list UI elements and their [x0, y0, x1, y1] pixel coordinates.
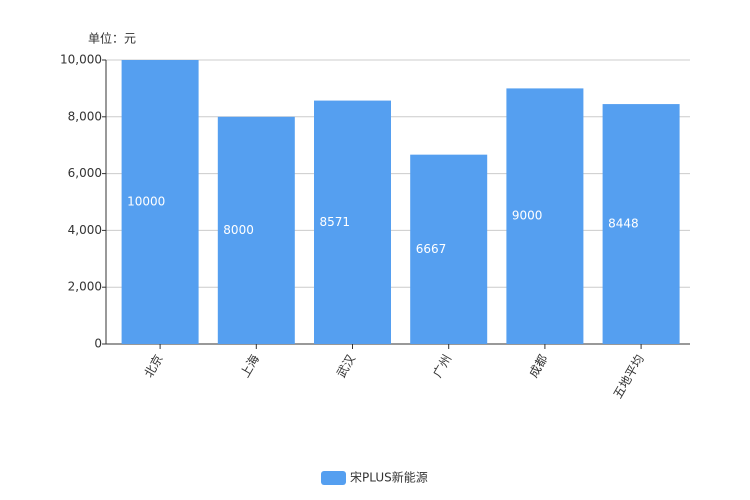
- x-tick-label: 广州: [430, 352, 454, 380]
- bar: [314, 100, 391, 344]
- x-tick-label: 武汉: [334, 352, 358, 380]
- y-tick-label: 8,000: [68, 109, 102, 123]
- y-tick-label: 2,000: [68, 280, 102, 294]
- bar: [410, 154, 488, 344]
- value-label: 6667: [416, 242, 447, 256]
- value-label: 8000: [223, 223, 254, 237]
- y-tick-label: 4,000: [68, 223, 102, 237]
- x-tick-label: 成都: [526, 352, 550, 380]
- y-tick-label: 6,000: [68, 166, 102, 180]
- bar: [217, 116, 295, 344]
- bar: [121, 60, 199, 344]
- x-tick-label: 北京: [142, 352, 166, 380]
- value-label: 8448: [608, 217, 639, 231]
- y-tick-label: 10,000: [60, 53, 102, 67]
- x-tick-label: 五地平均: [611, 352, 647, 401]
- value-label: 9000: [512, 209, 543, 223]
- y-tick-label: 0: [94, 337, 102, 351]
- legend-label: 宋PLUS新能源: [350, 470, 428, 485]
- value-label: 8571: [320, 215, 351, 229]
- legend-swatch: [321, 471, 346, 485]
- bar: [506, 88, 584, 345]
- value-label: 10000: [127, 195, 165, 209]
- y-axis-unit: 单位：元: [88, 31, 136, 46]
- bar: [602, 104, 680, 344]
- x-tick-label: 上海: [237, 352, 262, 380]
